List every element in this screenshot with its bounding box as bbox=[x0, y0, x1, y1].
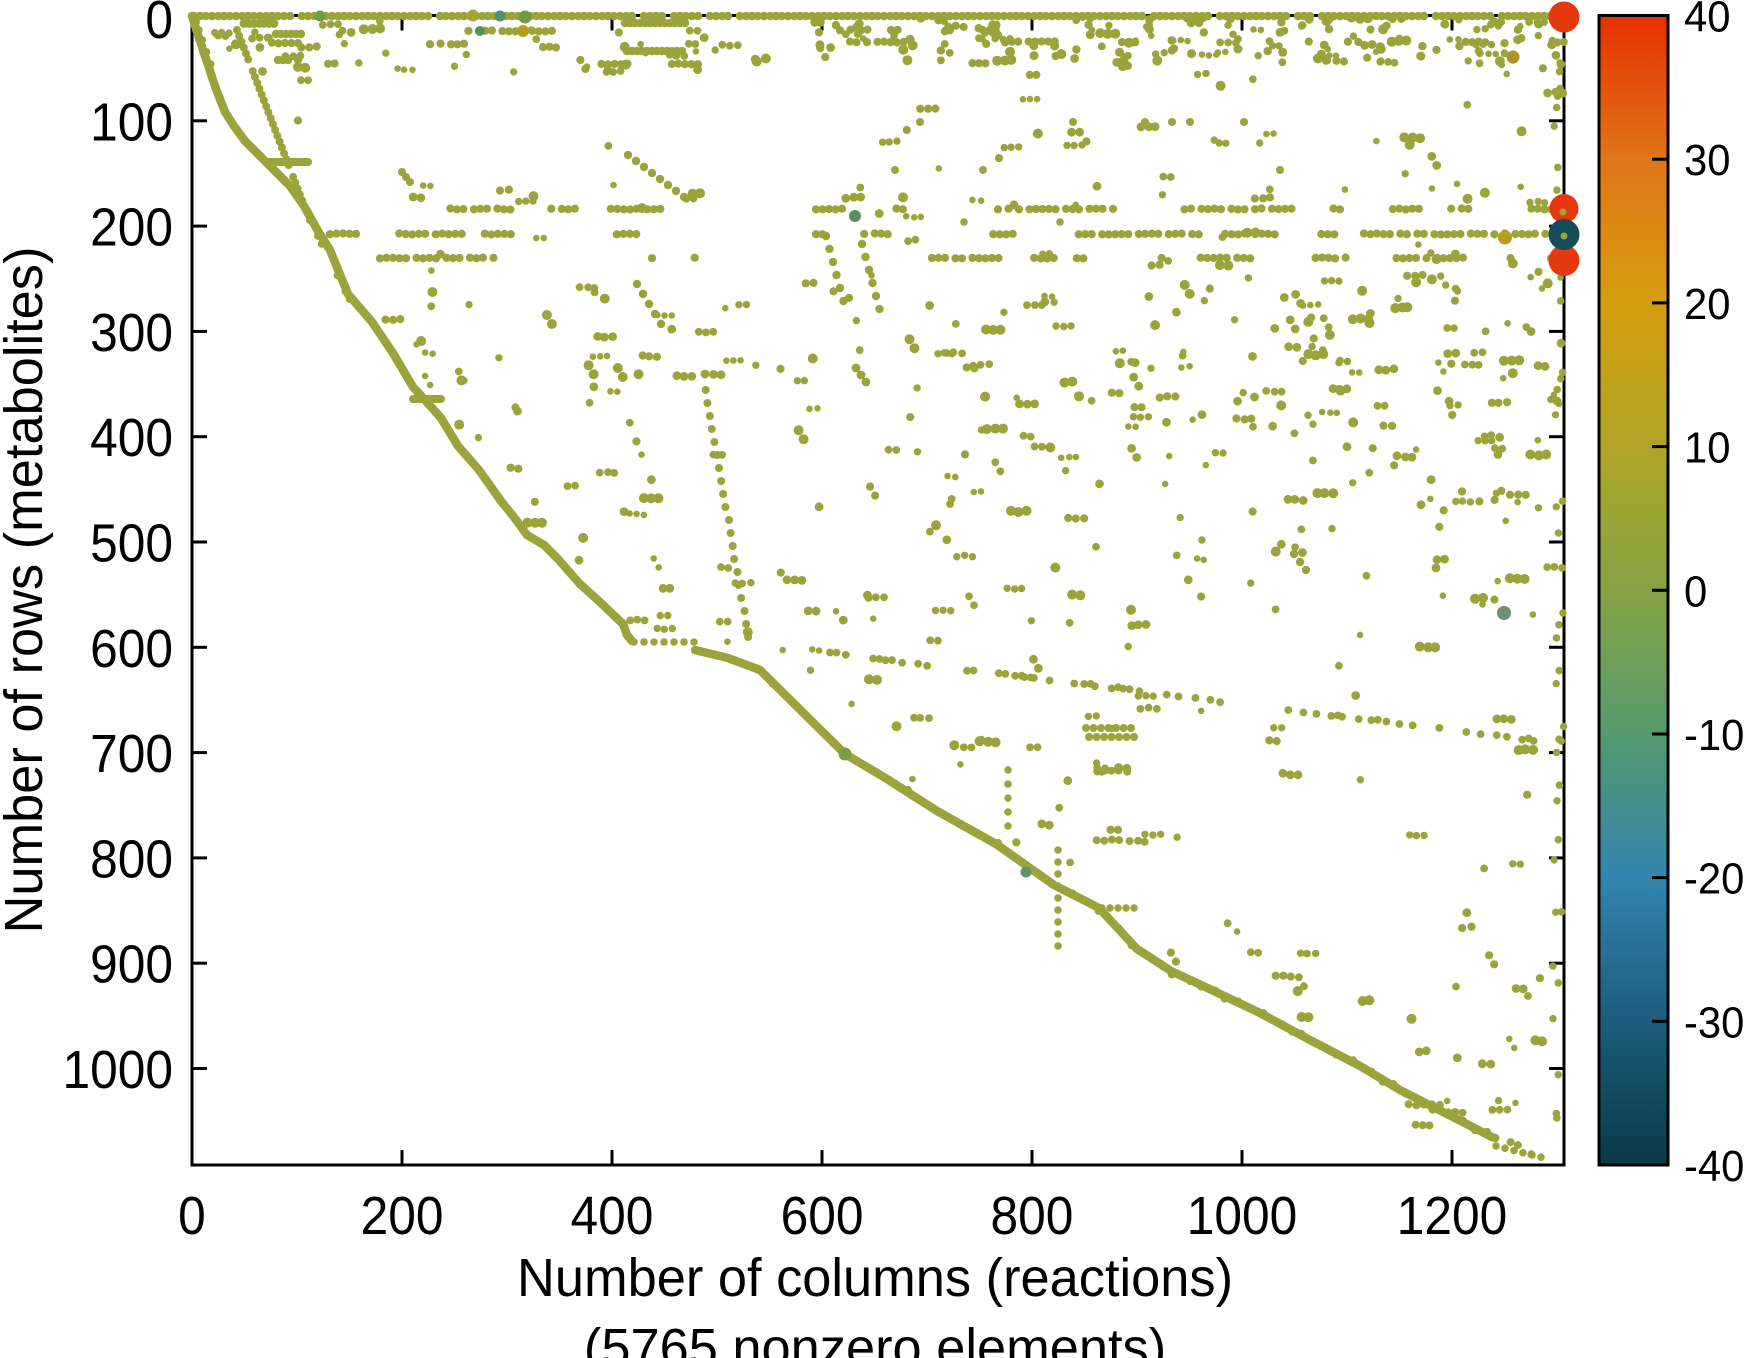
svg-text:800: 800 bbox=[991, 1185, 1074, 1245]
svg-text:200: 200 bbox=[361, 1185, 444, 1245]
svg-text:-20: -20 bbox=[1684, 855, 1744, 904]
svg-text:600: 600 bbox=[90, 618, 173, 678]
svg-text:600: 600 bbox=[781, 1185, 864, 1245]
svg-text:300: 300 bbox=[90, 302, 173, 362]
svg-text:(5765 nonzero elements): (5765 nonzero elements) bbox=[584, 1318, 1166, 1358]
svg-text:200: 200 bbox=[90, 197, 173, 257]
svg-text:20: 20 bbox=[1684, 280, 1730, 329]
svg-text:Number of columns (reactions): Number of columns (reactions) bbox=[517, 1248, 1233, 1308]
svg-text:30: 30 bbox=[1684, 136, 1730, 185]
svg-text:Number of rows (metabolites): Number of rows (metabolites) bbox=[0, 247, 54, 934]
svg-text:10: 10 bbox=[1684, 424, 1730, 473]
svg-text:500: 500 bbox=[90, 513, 173, 573]
svg-text:400: 400 bbox=[571, 1185, 654, 1245]
svg-text:800: 800 bbox=[90, 828, 173, 888]
svg-text:1200: 1200 bbox=[1397, 1185, 1508, 1245]
svg-text:700: 700 bbox=[90, 723, 173, 783]
svg-text:900: 900 bbox=[90, 934, 173, 994]
svg-text:1000: 1000 bbox=[1187, 1185, 1298, 1245]
svg-text:-10: -10 bbox=[1684, 711, 1744, 760]
svg-text:0: 0 bbox=[145, 0, 173, 49]
svg-text:100: 100 bbox=[90, 91, 173, 151]
svg-text:400: 400 bbox=[90, 407, 173, 467]
svg-text:-40: -40 bbox=[1684, 1142, 1744, 1191]
svg-text:40: 40 bbox=[1684, 0, 1730, 42]
svg-text:-30: -30 bbox=[1684, 998, 1744, 1047]
svg-text:1000: 1000 bbox=[62, 1039, 173, 1099]
svg-text:0: 0 bbox=[178, 1185, 206, 1245]
svg-text:0: 0 bbox=[1684, 567, 1707, 616]
